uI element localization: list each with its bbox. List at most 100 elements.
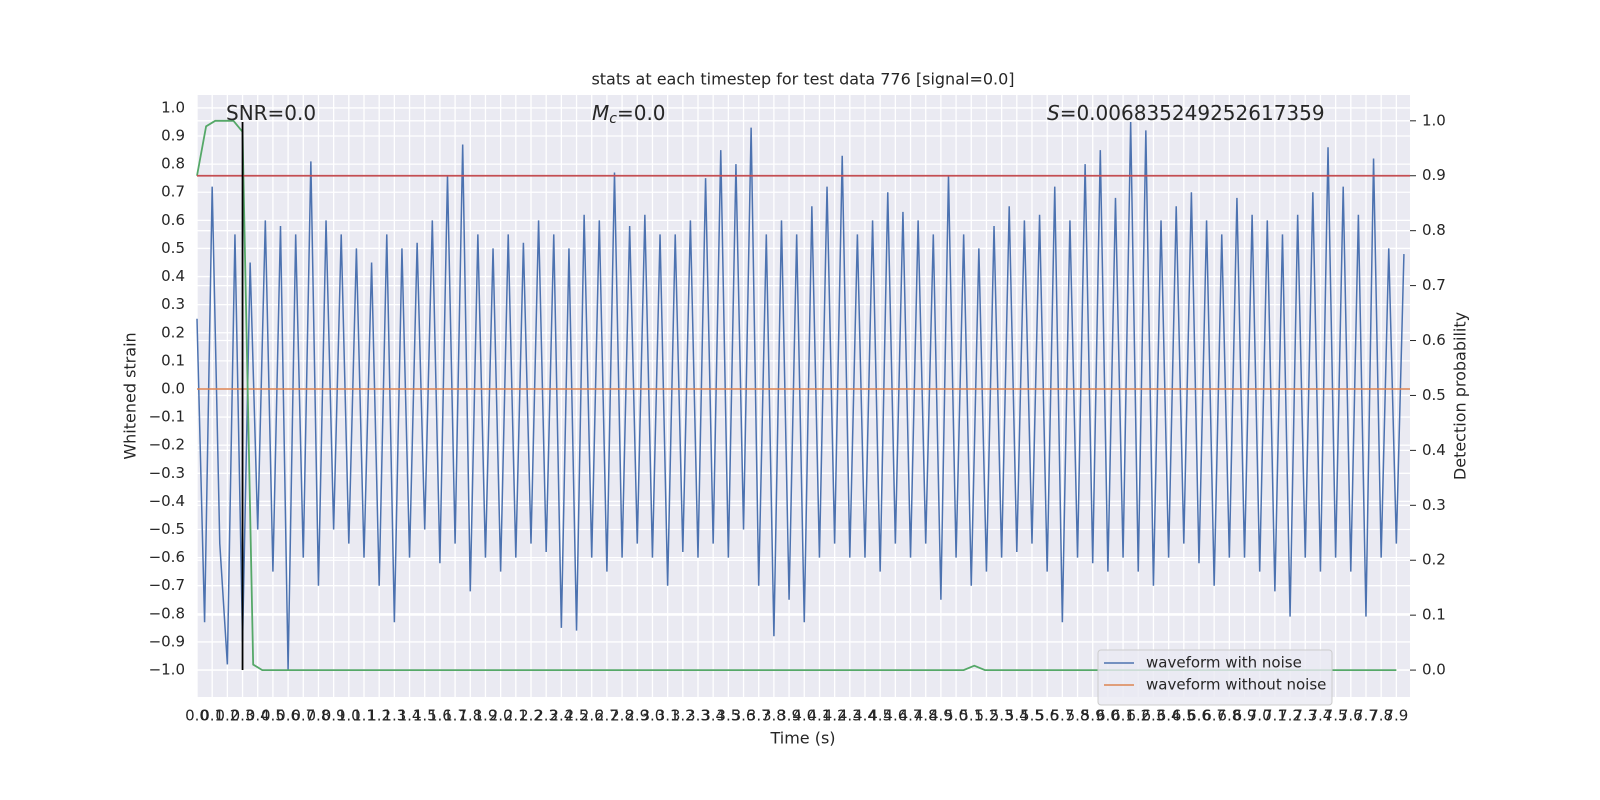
y-tick-label: −1.0 [149,661,185,679]
legend-label: waveform with noise [1146,654,1302,672]
annotation-symbol: S [1047,101,1060,125]
x-tick-label: 5.2 [975,707,999,725]
x-tick-label: 7.8 [1369,707,1393,725]
x-tick-label: 1.5 [413,707,437,725]
x-tick-label: 5.6 [1035,707,1059,725]
y-tick-label: −0.2 [149,436,185,454]
x-tick-label: 1.1 [352,707,376,725]
x-tick-label: 7.3 [1293,707,1317,725]
x-tick-label: 6.9 [1233,707,1257,725]
x-tick-label: 7.0 [1248,707,1272,725]
x-tick-label: 0.0 [185,707,209,725]
x-tick-label: 6.3 [1142,707,1166,725]
y-tick-label: 0.8 [161,155,185,173]
annotation: SNR=0.0 [226,101,316,125]
y-tick-label: 0.3 [161,295,185,313]
x-tick-label: 3.8 [762,707,786,725]
x-tick-label: 0.7 [291,707,315,725]
x-tick-label: 5.1 [959,707,983,725]
x-tick-label: 4.7 [899,707,923,725]
series-line [196,121,1405,671]
y-tick-label: 0.7 [161,183,185,201]
x-tick-label: 6.6 [1187,707,1211,725]
x-tick-label: 6.7 [1202,707,1226,725]
x-tick-label: 2.1 [504,707,528,725]
x-tick-label: 2.9 [625,707,649,725]
y-tick-label: 0.6 [161,211,185,229]
x-tick-label: 7.4 [1308,707,1332,725]
x-tick-label: 4.3 [838,707,862,725]
x-tick-label: 6.5 [1172,707,1196,725]
y2-tick-label: 0.4 [1422,441,1446,459]
x-tick-label: 3.1 [656,707,680,725]
y-tick-label: −0.1 [149,408,185,426]
y-tick-label: −0.4 [149,492,185,510]
x-tick-label: 3.4 [701,707,725,725]
x-tick-label: 5.8 [1066,707,1090,725]
y2-tick-label: 0.9 [1422,166,1446,184]
x-tick-label: 2.4 [549,707,573,725]
x-tick-label: 6.4 [1157,707,1181,725]
x-tick-label: 6.2 [1126,707,1150,725]
x-tick-label: 7.6 [1339,707,1363,725]
series-line [196,119,1397,671]
x-tick-label: 3.3 [686,707,710,725]
annotation: Mc=0.0 [592,101,666,128]
x-tick-label: 1.7 [443,707,467,725]
x-tick-label: 7.9 [1384,707,1408,725]
y-tick-label: −0.6 [149,548,185,566]
annotation-symbol: M [592,101,609,125]
legend-label: waveform without noise [1146,676,1326,694]
x-tick-label: 1.4 [398,707,422,725]
x-tick-label: 4.0 [792,707,816,725]
x-tick-label: 4.4 [853,707,877,725]
x-tick-label: 7.5 [1324,707,1348,725]
x-tick-label: 5.9 [1081,707,1105,725]
y2-tick-label: 0.6 [1422,331,1446,349]
x-tick-label: 1.6 [428,707,452,725]
x-tick-label: 7.2 [1278,707,1302,725]
x-tick-label: 2.5 [565,707,589,725]
y2-tick-label: 0.5 [1422,386,1446,404]
x-tick-label: 0.2 [215,707,239,725]
y2-tick-label: 0.2 [1422,551,1446,569]
x-tick-label: 6.0 [1096,707,1120,725]
y-tick-label: −0.5 [149,520,185,538]
x-tick-label: 0.3 [231,707,255,725]
x-tick-label: 4.9 [929,707,953,725]
x-tick-label: 1.3 [382,707,406,725]
x-tick-label: 4.8 [914,707,938,725]
x-tick-label: 5.4 [1005,707,1029,725]
annotation: S=0.006835249252617359 [1047,101,1325,125]
x-tick-label: 1.8 [458,707,482,725]
x-tick-label: 5.3 [990,707,1014,725]
annotation-text: SNR=0.0 [226,101,316,125]
annotation-text: =0.0 [617,101,666,125]
x-tick-label: 2.3 [534,707,558,725]
x-tick-label: 3.6 [732,707,756,725]
y-tick-label: −0.3 [149,464,185,482]
y2-tick-label: 0.8 [1422,221,1446,239]
y2-axis-label: Detection probability [1451,312,1470,480]
y-tick-label: 0.4 [161,267,185,285]
x-tick-label: 6.8 [1217,707,1241,725]
x-tick-label: 2.7 [595,707,619,725]
annotation-text: =0.006835249252617359 [1060,101,1325,125]
legend-box [1097,649,1333,706]
y-tick-label: −0.8 [149,604,185,622]
y-tick-label: 0.2 [161,323,185,341]
y2-tick-label: 0.0 [1422,661,1446,679]
x-tick-label: 4.2 [823,707,847,725]
x-tick-label: 0.1 [200,707,224,725]
x-tick-label: 1.0 [337,707,361,725]
x-tick-label: 2.0 [489,707,513,725]
y2-tick-label: 0.3 [1422,496,1446,514]
marks [196,119,1410,671]
y-tick-label: 1.0 [161,98,185,116]
x-tick-label: 7.7 [1354,707,1378,725]
x-tick-label: 4.1 [808,707,832,725]
x-tick-label: 3.7 [747,707,771,725]
x-tick-label: 0.4 [246,707,270,725]
x-tick-label: 4.5 [868,707,892,725]
